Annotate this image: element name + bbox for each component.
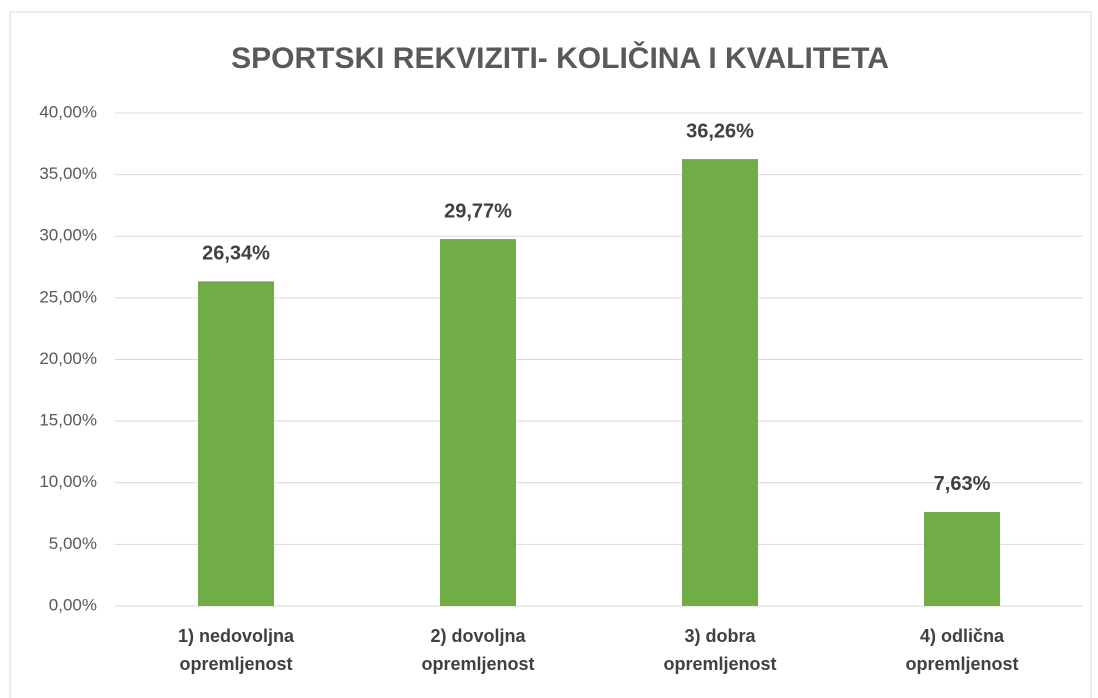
y-tick-label: 10,00%	[39, 472, 97, 491]
bar	[198, 281, 274, 606]
y-tick-label: 35,00%	[39, 164, 97, 183]
bar	[440, 239, 516, 606]
value-label: 36,26%	[686, 120, 754, 142]
value-label: 26,34%	[202, 243, 270, 265]
chart-title: SPORTSKI REKVIZITI- KOLIČINA I KVALITETA	[231, 41, 889, 75]
y-tick-label: 40,00%	[39, 102, 97, 121]
y-tick-label: 0,00%	[49, 595, 97, 614]
y-tick-label: 15,00%	[39, 411, 97, 430]
chart-border	[9, 11, 1092, 698]
value-label: 7,63%	[934, 473, 991, 495]
y-tick-label: 20,00%	[39, 349, 97, 368]
bar	[924, 511, 1000, 606]
x-tick-label: 2) dovoljna opremljenost	[421, 626, 535, 674]
x-tick-label: 3) dobra opremljenost	[663, 626, 777, 674]
bar	[682, 159, 758, 606]
x-tick-label: 1) nedovoljna opremljenost	[177, 626, 294, 674]
y-tick-label: 5,00%	[49, 534, 97, 553]
x-tick-label: 4) odlična opremljenost	[905, 626, 1019, 674]
value-label: 29,77%	[444, 200, 512, 222]
y-tick-label: 25,00%	[39, 287, 97, 306]
y-tick-label: 30,00%	[39, 226, 97, 245]
